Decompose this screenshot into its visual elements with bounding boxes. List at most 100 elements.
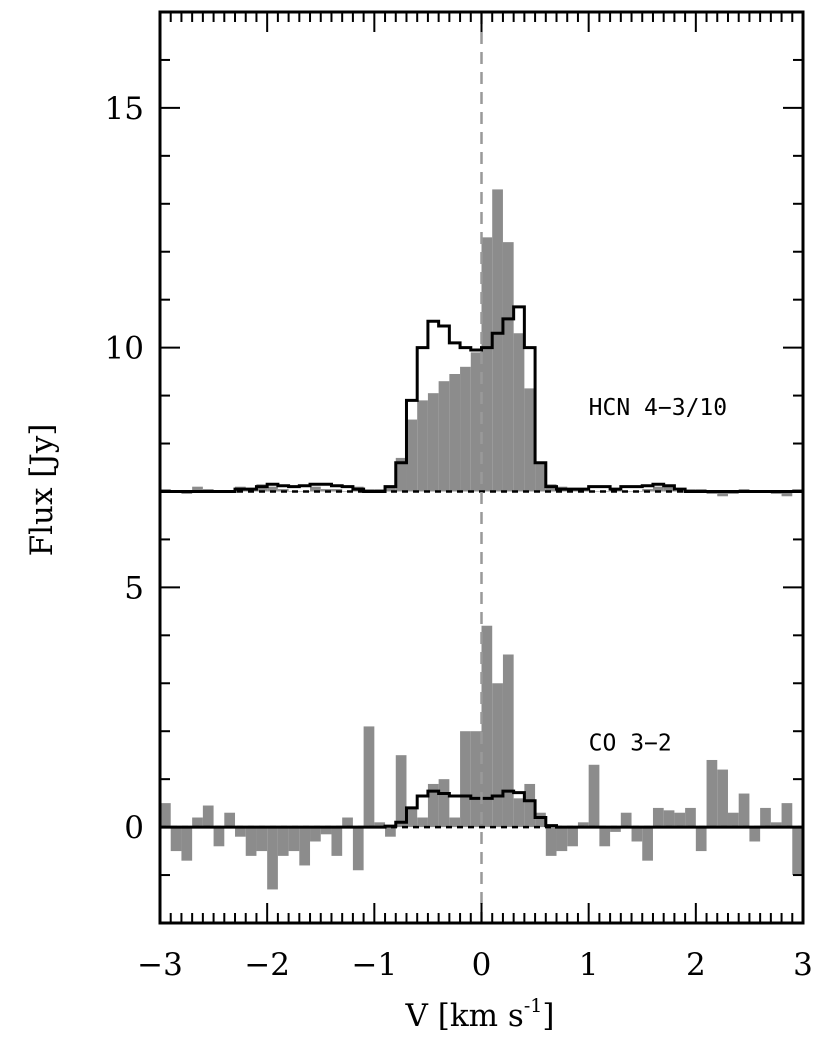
y-tick-label-2: 10 bbox=[105, 331, 144, 367]
bar-s2-19 bbox=[363, 726, 375, 828]
x-tick-label-1: −2 bbox=[244, 947, 290, 983]
bar-s2-55 bbox=[749, 827, 761, 842]
annotation-1: CO 3−2 bbox=[589, 730, 672, 756]
bar-s2-51 bbox=[706, 759, 718, 828]
bar-s0-28 bbox=[460, 366, 471, 492]
step-line-s1 bbox=[160, 305, 803, 493]
x-tick-label-2: −1 bbox=[351, 947, 397, 983]
bar-s2-50 bbox=[695, 827, 707, 852]
tick-labels-layer: −3 −2 −1 0 1 2 3 0 5 10 15 bbox=[105, 91, 813, 983]
bar-s0-24 bbox=[417, 400, 428, 492]
bar-s2-41 bbox=[599, 827, 611, 847]
bar-s0-26 bbox=[438, 381, 450, 492]
x-axis-label: V [km s-1] bbox=[405, 995, 555, 1034]
bar-s0-14 bbox=[310, 486, 321, 492]
y-axis-label: Flux [Jy] bbox=[24, 424, 60, 557]
bar-s2-3 bbox=[192, 817, 203, 828]
bar-s2-11 bbox=[277, 827, 289, 856]
lines-layer bbox=[160, 305, 803, 829]
bar-s2-43 bbox=[620, 812, 632, 828]
bar-s2-39 bbox=[577, 822, 589, 828]
bar-s2-32 bbox=[502, 654, 514, 828]
bar-s2-0 bbox=[160, 803, 171, 828]
bar-s2-37 bbox=[556, 827, 568, 852]
bar-s0-22 bbox=[395, 457, 407, 492]
bar-s2-31 bbox=[492, 683, 503, 828]
ticks-layer bbox=[159, 11, 804, 924]
bar-s0-47 bbox=[663, 486, 675, 492]
bar-s2-10 bbox=[267, 827, 278, 890]
bar-s2-35 bbox=[535, 812, 546, 828]
bar-s2-49 bbox=[685, 807, 696, 828]
bar-s2-47 bbox=[663, 810, 675, 828]
bar-s2-22 bbox=[395, 755, 407, 828]
bar-s2-15 bbox=[320, 827, 332, 835]
bar-s2-7 bbox=[235, 827, 246, 837]
bar-s2-8 bbox=[245, 827, 257, 856]
bar-s2-12 bbox=[288, 827, 300, 852]
bar-s2-2 bbox=[181, 827, 193, 861]
bar-s2-33 bbox=[513, 798, 525, 828]
annotation-0: HCN 4−3/10 bbox=[589, 395, 727, 421]
bar-s2-38 bbox=[567, 827, 578, 847]
bar-s2-48 bbox=[674, 812, 686, 828]
bar-s0-3 bbox=[192, 486, 203, 492]
bar-s2-18 bbox=[352, 827, 364, 871]
x-tick-label-0: −3 bbox=[137, 947, 183, 983]
annotations-layer: HCN 4−3/10 CO 3−2 bbox=[589, 395, 727, 757]
step-line-s3 bbox=[160, 789, 803, 829]
bar-s2-4 bbox=[202, 805, 214, 828]
bar-s2-29 bbox=[470, 731, 482, 828]
bar-s2-1 bbox=[170, 827, 182, 852]
bar-s2-58 bbox=[781, 803, 793, 828]
bar-s2-53 bbox=[727, 812, 739, 828]
bar-s2-42 bbox=[610, 827, 621, 832]
bar-s2-25 bbox=[427, 783, 439, 828]
bar-s2-17 bbox=[342, 817, 353, 828]
bar-s2-36 bbox=[545, 827, 557, 856]
bar-s2-23 bbox=[406, 807, 418, 828]
bar-s2-27 bbox=[449, 817, 461, 828]
bar-s0-34 bbox=[524, 388, 536, 492]
bar-s0-27 bbox=[449, 374, 461, 492]
x-tick-label-6: 3 bbox=[793, 947, 813, 983]
bar-s2-14 bbox=[310, 827, 321, 842]
x-axis-label-end: ] bbox=[542, 998, 554, 1034]
bar-s2-52 bbox=[717, 769, 728, 828]
bar-s2-20 bbox=[374, 822, 386, 828]
x-tick-label-3: 0 bbox=[472, 947, 492, 983]
y-tick-label-1: 5 bbox=[124, 570, 144, 606]
x-axis-label-main: V [km s bbox=[405, 998, 524, 1034]
y-tick-label-3: 15 bbox=[105, 91, 144, 127]
bar-s2-30 bbox=[481, 625, 493, 828]
bar-s2-56 bbox=[760, 807, 771, 828]
x-tick-label-4: 1 bbox=[579, 947, 599, 983]
y-tick-label-0: 0 bbox=[124, 810, 144, 846]
bar-s0-31 bbox=[492, 189, 503, 492]
bar-s0-30 bbox=[481, 237, 493, 492]
bar-s2-45 bbox=[642, 827, 653, 861]
bar-s2-54 bbox=[738, 793, 750, 828]
bar-s0-25 bbox=[427, 393, 439, 492]
bar-s2-16 bbox=[331, 827, 343, 856]
bar-s0-23 bbox=[406, 419, 418, 492]
bar-s2-40 bbox=[588, 764, 600, 828]
x-tick-label-5: 2 bbox=[686, 947, 706, 983]
bar-s0-10 bbox=[267, 486, 278, 492]
bar-s2-5 bbox=[213, 827, 225, 847]
bar-s0-52 bbox=[717, 491, 728, 497]
bar-s2-9 bbox=[256, 827, 268, 852]
bar-s0-32 bbox=[502, 242, 514, 492]
bar-s2-6 bbox=[224, 812, 236, 828]
bar-s0-46 bbox=[652, 486, 664, 492]
bar-s2-59 bbox=[792, 827, 803, 876]
bar-s0-58 bbox=[781, 491, 793, 497]
bar-s2-26 bbox=[438, 779, 450, 828]
bar-s0-35 bbox=[535, 462, 546, 492]
bar-s2-34 bbox=[524, 783, 536, 828]
bar-s0-33 bbox=[513, 333, 525, 492]
x-axis-label-sup: -1 bbox=[524, 995, 543, 1017]
bar-s2-24 bbox=[417, 817, 428, 828]
bar-s0-29 bbox=[470, 352, 482, 492]
